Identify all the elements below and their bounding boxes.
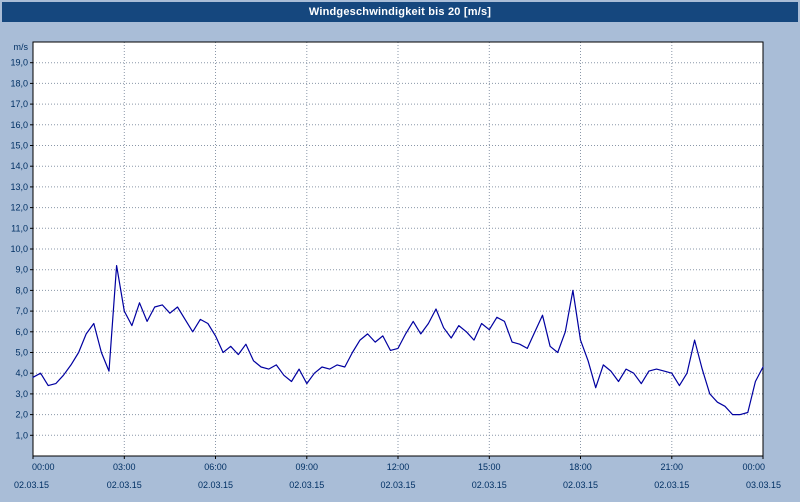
- svg-text:10,0: 10,0: [10, 244, 28, 254]
- svg-text:7,0: 7,0: [15, 306, 28, 316]
- y-axis-labels: 1,0 2,0 3,0 4,0 5,0 6,0 7,0 8,0 9,0 10,0 11,0 12,0 1…: [10, 58, 28, 441]
- x-tick-date: 03.03.15: [746, 480, 781, 490]
- x-tick-time: 03:00: [113, 462, 136, 472]
- x-tick-date: 02.03.15: [107, 480, 142, 490]
- wind-speed-line: [32, 265, 764, 416]
- svg-text:16,0: 16,0: [10, 120, 28, 130]
- svg-text:1,0: 1,0: [15, 430, 28, 440]
- x-tick-date: 02.03.15: [563, 480, 598, 490]
- svg-text:9,0: 9,0: [15, 265, 28, 275]
- x-tick-date: 02.03.15: [198, 480, 233, 490]
- wind-speed-chart: 1,0 2,0 3,0 4,0 5,0 6,0 7,0 8,0 9,0 10,0 11,0 12,0 1…: [10, 41, 781, 490]
- x-tick-date: 02.03.15: [380, 480, 415, 490]
- svg-text:17,0: 17,0: [10, 99, 28, 109]
- svg-text:6,0: 6,0: [15, 327, 28, 337]
- y-axis-unit-label: m/s: [14, 42, 29, 52]
- svg-text:8,0: 8,0: [15, 285, 28, 295]
- x-tick-time: 00:00: [742, 462, 765, 472]
- x-tick-time: 06:00: [204, 462, 227, 472]
- x-tick-time: 00:00: [32, 462, 55, 472]
- window-title: Windgeschwindigkeit bis 20 [m/s]: [308, 6, 492, 18]
- svg-text:11,0: 11,0: [11, 223, 28, 233]
- x-tick-time: 18:00: [569, 462, 592, 472]
- svg-text:18,0: 18,0: [10, 78, 28, 88]
- svg-text:19,0: 19,0: [10, 58, 28, 68]
- x-tick-time: 21:00: [661, 462, 684, 472]
- x-tick-date: 02.03.15: [472, 480, 507, 490]
- svg-text:14,0: 14,0: [10, 161, 28, 171]
- svg-text:13,0: 13,0: [10, 182, 28, 192]
- svg-text:5,0: 5,0: [15, 348, 28, 358]
- x-tick-time: 15:00: [478, 462, 501, 472]
- svg-text:15,0: 15,0: [10, 141, 28, 151]
- x-tick-time: 09:00: [296, 462, 319, 472]
- x-tick-date: 02.03.15: [14, 480, 49, 490]
- svg-text:12,0: 12,0: [10, 203, 28, 213]
- svg-text:3,0: 3,0: [15, 389, 28, 399]
- x-tick-time: 12:00: [387, 462, 410, 472]
- title-bar: Windgeschwindigkeit bis 20 [m/s]: [2, 2, 798, 22]
- x-tick-date: 02.03.15: [289, 480, 324, 490]
- x-axis-labels: 00:00 02.03.15 03:00 02.03.15 06:00 02.03.15 0…: [14, 462, 781, 490]
- svg-text:2,0: 2,0: [15, 410, 28, 420]
- svg-text:4,0: 4,0: [15, 368, 28, 378]
- gridlines: [33, 42, 763, 456]
- x-tick-date: 02.03.15: [654, 480, 689, 490]
- axis-ticks: [30, 62, 764, 459]
